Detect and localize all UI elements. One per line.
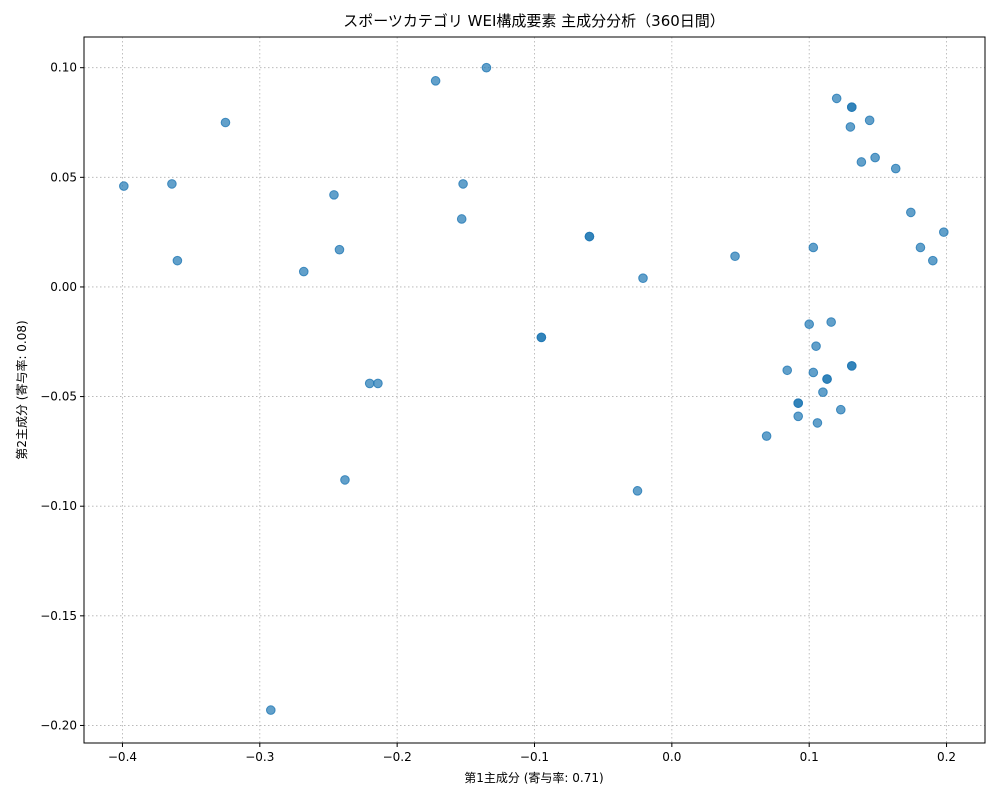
- y-tick-label: 0.10: [50, 61, 77, 75]
- data-point: [835, 404, 846, 415]
- data-point: [265, 705, 276, 715]
- data-point: [846, 361, 857, 371]
- data-point: [812, 418, 823, 428]
- data-point: [793, 411, 804, 422]
- data-point: [430, 76, 441, 86]
- data-point: [870, 152, 880, 163]
- y-tick-label: −0.20: [40, 718, 77, 732]
- data-point: [938, 227, 949, 237]
- data-point: [826, 317, 836, 327]
- data-point: [172, 255, 183, 266]
- data-point: [481, 62, 492, 73]
- data-point: [928, 255, 938, 266]
- data-point: [846, 102, 857, 112]
- ticks-layer: −0.4 −0.3 −0.2 −0.1 0.0 0.1 0.2 −0.20 −0.15 −0.10…: [40, 61, 956, 764]
- y-tick-label: −0.05: [40, 390, 77, 404]
- data-point: [340, 475, 350, 485]
- y-tick-label: −0.15: [40, 609, 77, 623]
- data-point: [329, 190, 339, 200]
- data-point: [298, 266, 309, 277]
- data-point: [804, 319, 814, 330]
- data-point: [793, 398, 804, 408]
- data-point: [456, 214, 467, 224]
- data-point: [808, 242, 819, 253]
- data-point: [915, 242, 926, 253]
- data-point: [119, 181, 129, 191]
- data-point: [761, 431, 772, 441]
- points-layer: [119, 62, 949, 715]
- chart-title: スポーツカテゴリ WEI構成要素 主成分分析（360日間）: [343, 12, 725, 30]
- x-tick-label: −0.4: [108, 750, 137, 764]
- x-tick-label: 0.0: [662, 750, 681, 764]
- data-point: [808, 367, 819, 378]
- data-point: [845, 122, 856, 132]
- data-point: [220, 117, 231, 128]
- x-tick-label: 0.2: [937, 750, 956, 764]
- data-point: [334, 244, 345, 255]
- y-tick-label: −0.10: [40, 499, 77, 513]
- data-point: [536, 332, 547, 343]
- grid-layer: [84, 37, 985, 743]
- x-axis-label: 第1主成分 (寄与率: 0.71): [464, 770, 603, 785]
- data-point: [373, 378, 383, 389]
- data-point: [856, 157, 867, 167]
- y-axis-label: 第2主成分 (寄与率: 0.08): [14, 320, 29, 459]
- data-point: [822, 374, 832, 384]
- data-point: [584, 231, 595, 242]
- y-tick-label: 0.00: [50, 280, 77, 294]
- data-point: [638, 273, 648, 283]
- data-point: [811, 341, 821, 351]
- data-point: [864, 115, 875, 126]
- x-tick-label: −0.2: [383, 750, 412, 764]
- data-point: [906, 207, 916, 218]
- data-point: [364, 378, 375, 389]
- data-point: [458, 179, 468, 189]
- x-tick-label: 0.1: [800, 750, 819, 764]
- data-point: [818, 387, 828, 397]
- data-point: [632, 486, 643, 496]
- x-tick-label: −0.1: [520, 750, 549, 764]
- data-point: [730, 251, 740, 262]
- x-tick-label: −0.3: [245, 750, 274, 764]
- data-point: [782, 365, 793, 376]
- data-point: [167, 179, 177, 189]
- data-point: [890, 163, 901, 174]
- data-point: [831, 93, 842, 104]
- y-tick-label: 0.05: [50, 170, 77, 184]
